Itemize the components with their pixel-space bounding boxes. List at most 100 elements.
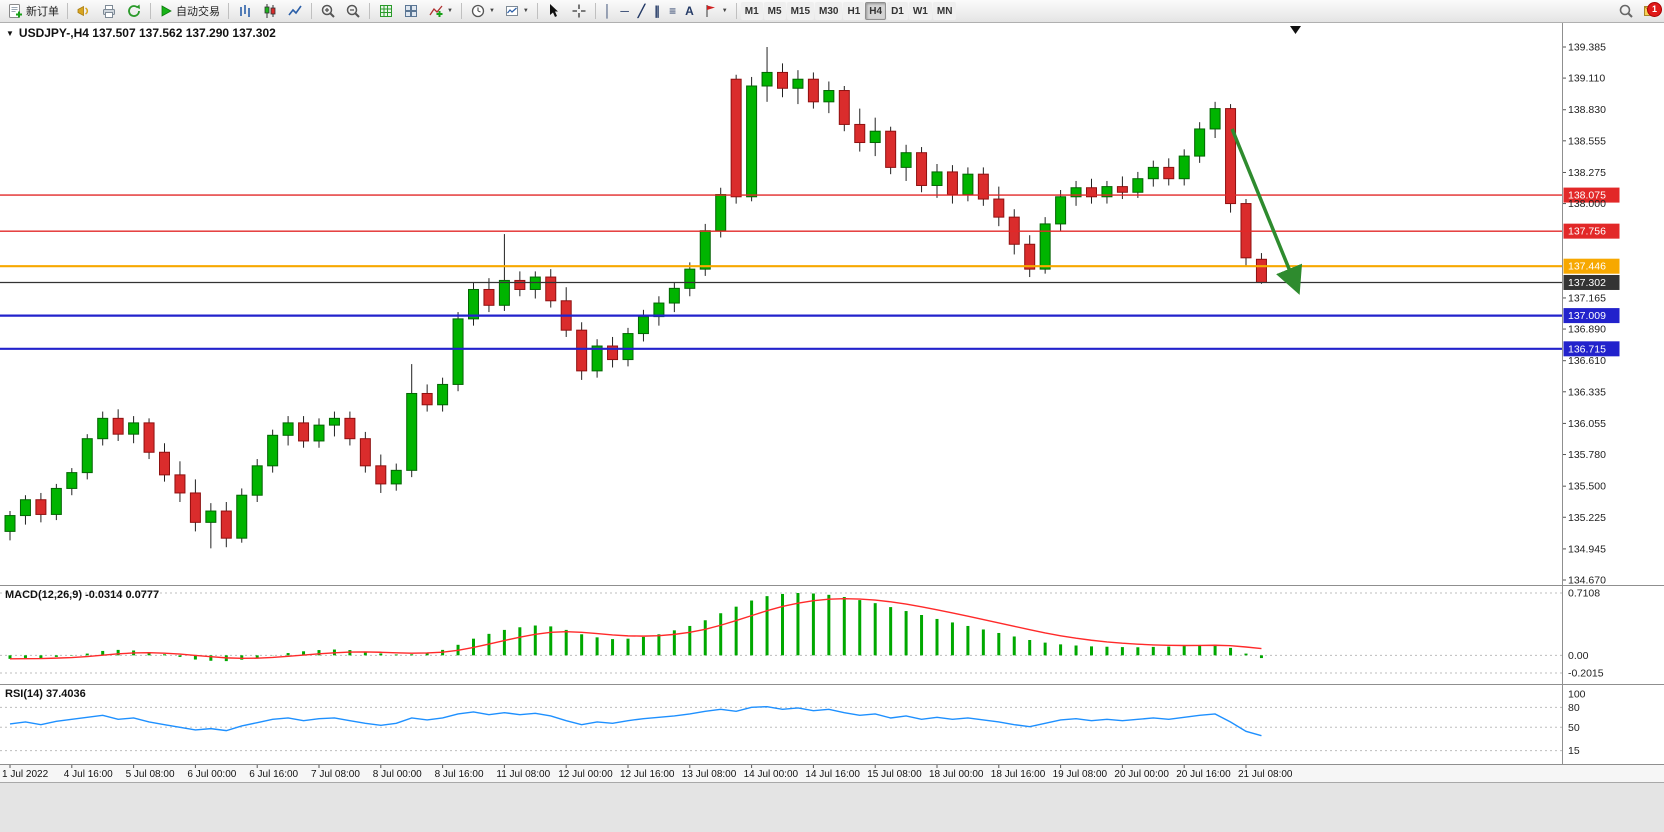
arrows-tool-button[interactable]: ▼ <box>699 2 732 21</box>
svg-text:50: 50 <box>1568 722 1580 734</box>
svg-text:19 Jul 08:00: 19 Jul 08:00 <box>1053 769 1108 780</box>
svg-text:139.110: 139.110 <box>1568 73 1605 85</box>
trend-arrow <box>1230 128 1303 295</box>
text-tool-icon: A <box>685 4 694 18</box>
toolbar-separator <box>735 3 737 19</box>
svg-text:14 Jul 00:00: 14 Jul 00:00 <box>744 769 799 780</box>
timeframe-m15-button[interactable]: M15 <box>786 2 815 20</box>
svg-text:134.945: 134.945 <box>1568 543 1606 555</box>
chart-title-overlay: ▼ USDJPY-,H4 137.507 137.562 137.290 137… <box>6 26 276 40</box>
grid-icon <box>380 5 392 17</box>
svg-text:137.009: 137.009 <box>1568 310 1606 322</box>
svg-text:20 Jul 00:00: 20 Jul 00:00 <box>1114 769 1169 780</box>
svg-text:136.335: 136.335 <box>1568 386 1606 398</box>
channel-icon: ∥ <box>654 4 661 18</box>
toolbar-separator <box>460 3 462 19</box>
new-order-button[interactable]: 新订单 <box>3 2 63 21</box>
trendline-tool-button[interactable]: ╱ <box>634 2 649 21</box>
line-chart-button[interactable] <box>283 2 307 21</box>
auto-trading-button[interactable]: 自动交易 <box>155 2 224 21</box>
svg-text:11 Jul 08:00: 11 Jul 08:00 <box>496 769 550 780</box>
bar-chart-button[interactable] <box>233 2 257 21</box>
auto-trading-label: 自动交易 <box>176 6 220 18</box>
alerts-horn-icon <box>77 5 89 17</box>
chart-shift-marker <box>1290 26 1301 34</box>
horizontal-line-tool-button[interactable]: ─ <box>616 2 633 21</box>
chart-backgrounds <box>0 23 1664 782</box>
svg-text:5 Jul 08:00: 5 Jul 08:00 <box>126 769 175 780</box>
svg-text:MACD(12,26,9) -0.0314 0.0777: MACD(12,26,9) -0.0314 0.0777 <box>5 589 159 601</box>
svg-text:136.610: 136.610 <box>1568 355 1606 367</box>
candlestick-chart-button[interactable] <box>258 2 282 21</box>
print-button[interactable] <box>97 2 121 21</box>
channel-tool-button[interactable]: ∥ <box>650 2 664 21</box>
zoom-out-button[interactable] <box>341 2 365 21</box>
refresh-button[interactable] <box>122 2 146 21</box>
search-button[interactable] <box>1614 2 1638 21</box>
chevron-down-icon: ▼ <box>447 8 453 14</box>
tile-windows-icon <box>405 5 417 17</box>
timeframe-m30-button[interactable]: M30 <box>815 2 843 20</box>
grid-button[interactable] <box>374 2 398 21</box>
alerts-button[interactable] <box>72 2 96 21</box>
svg-text:RSI(14) 37.4036: RSI(14) 37.4036 <box>5 688 86 700</box>
tile-windows-button[interactable] <box>399 2 423 21</box>
new-order-label: 新订单 <box>26 6 59 18</box>
vertical-line-tool-button[interactable]: │ <box>600 2 616 21</box>
timeframe-m5-button[interactable]: M5 <box>763 2 786 20</box>
svg-text:134.670: 134.670 <box>1568 575 1606 587</box>
timeframe-mn-button[interactable]: MN <box>932 2 957 20</box>
toolbar-separator <box>594 3 596 19</box>
timeframe-h1-button[interactable]: H1 <box>843 2 865 20</box>
fibonacci-icon: ≡ <box>669 4 677 18</box>
svg-text:21 Jul 08:00: 21 Jul 08:00 <box>1238 769 1293 780</box>
svg-text:14 Jul 16:00: 14 Jul 16:00 <box>805 769 860 780</box>
toolbar-separator <box>311 3 312 19</box>
crosshair-button[interactable] <box>567 2 591 21</box>
templates-button[interactable]: ▼ <box>500 2 533 21</box>
svg-text:135.500: 135.500 <box>1568 481 1606 493</box>
status-bar <box>0 782 1664 832</box>
chart-window: ▼ USDJPY-,H4 137.507 137.562 137.290 137… <box>0 23 1664 782</box>
svg-text:137.302: 137.302 <box>1568 277 1606 289</box>
toolbar-separator <box>228 3 229 19</box>
template-icon <box>505 6 518 16</box>
chart-canvas[interactable]: 0.7108 0.00 -0.2015 MACD(12,26,9) -0.0314 0… <box>0 23 1664 782</box>
notifications-button[interactable]: 1 <box>1639 1 1662 21</box>
svg-text:135.225: 135.225 <box>1568 512 1606 524</box>
crosshair-icon <box>572 4 586 18</box>
cursor-button[interactable] <box>542 2 566 21</box>
svg-text:15: 15 <box>1568 745 1580 757</box>
chevron-down-icon: ▼ <box>488 8 495 14</box>
timeframe-m1-button[interactable]: M1 <box>740 2 763 20</box>
timeframe-clock-button[interactable]: ▼ <box>466 2 499 21</box>
timeframe-w1-button[interactable]: W1 <box>908 2 932 20</box>
refresh-icon <box>128 4 140 17</box>
search-icon <box>1619 4 1633 18</box>
collapse-triangle-icon[interactable]: ▼ <box>6 28 14 38</box>
zoom-in-button[interactable] <box>316 2 340 21</box>
svg-text:137.165: 137.165 <box>1568 292 1606 304</box>
svg-text:18 Jul 16:00: 18 Jul 16:00 <box>991 769 1046 780</box>
svg-text:6 Jul 16:00: 6 Jul 16:00 <box>249 769 298 780</box>
svg-text:138.830: 138.830 <box>1568 104 1606 116</box>
toolbar-separator <box>369 3 370 19</box>
fibonacci-tool-button[interactable]: ≡ <box>665 2 680 21</box>
svg-text:136.715: 136.715 <box>1568 343 1606 355</box>
timeframe-h4-button[interactable]: H4 <box>865 2 887 20</box>
svg-text:0.00: 0.00 <box>1568 650 1589 662</box>
panel-separators <box>0 23 1664 765</box>
timeframe-d1-button[interactable]: D1 <box>887 2 908 20</box>
text-tool-button[interactable]: A <box>681 2 698 21</box>
bar-chart-icon <box>240 5 250 17</box>
line-chart-icon <box>288 5 302 16</box>
toolbar-separator <box>67 3 68 19</box>
clock-icon <box>471 4 485 18</box>
macd-panel: 0.7108 0.00 -0.2015 MACD(12,26,9) -0.0314 0… <box>0 588 1604 680</box>
indicators-button[interactable]: ▼ <box>424 2 457 21</box>
chart-title-text: USDJPY-,H4 137.507 137.562 137.290 137.3… <box>18 26 276 40</box>
new-order-icon <box>9 4 22 18</box>
svg-text:15 Jul 08:00: 15 Jul 08:00 <box>867 769 922 780</box>
svg-text:12 Jul 00:00: 12 Jul 00:00 <box>558 769 613 780</box>
svg-text:7 Jul 08:00: 7 Jul 08:00 <box>311 769 360 780</box>
